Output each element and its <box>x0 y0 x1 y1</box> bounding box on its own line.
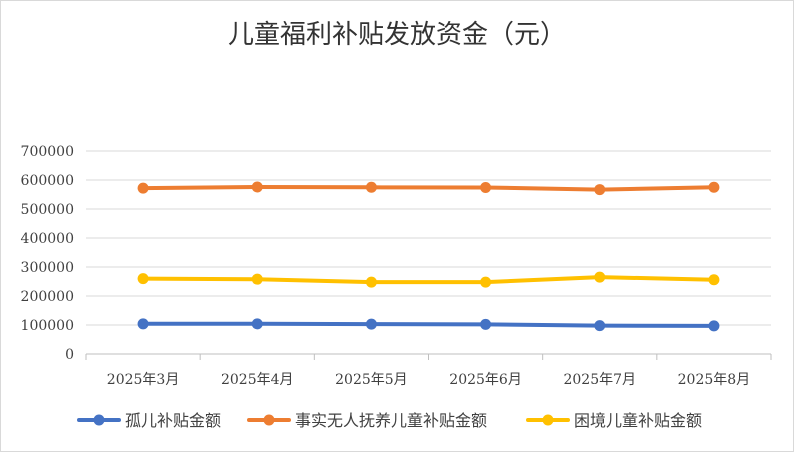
data-point <box>137 182 149 194</box>
data-point <box>594 271 606 283</box>
y-tick-label: 100000 <box>21 318 74 334</box>
x-tick-label: 2025年8月 <box>678 372 751 388</box>
x-tick-label: 2025年4月 <box>221 372 294 388</box>
legend-swatch-marker <box>542 414 554 426</box>
x-tick-label: 2025年6月 <box>449 372 522 388</box>
data-point <box>708 274 720 286</box>
series-line <box>141 275 716 285</box>
series-2 <box>137 181 720 196</box>
y-tick-label: 200000 <box>21 289 74 305</box>
data-point <box>365 318 377 330</box>
legend-swatch-marker <box>263 414 275 426</box>
legend-swatch-marker <box>93 414 105 426</box>
data-point <box>480 182 492 194</box>
y-axis-ticks: 0 100000 200000 300000 400000 500000 600000 700… <box>21 144 74 363</box>
series-lines <box>137 181 720 332</box>
legend-item: 孤儿补贴金额 <box>77 411 221 430</box>
y-tick-label: 500000 <box>21 202 74 218</box>
data-point <box>251 181 263 193</box>
series-1 <box>137 318 720 332</box>
legend-item: 困境儿童补贴金额 <box>526 411 702 430</box>
x-tick-label: 2025年5月 <box>335 372 408 388</box>
data-point <box>365 276 377 288</box>
data-point <box>251 273 263 285</box>
gridlines <box>86 150 771 326</box>
series-3 <box>137 271 720 288</box>
data-point <box>708 181 720 193</box>
x-tick-label: 2025年3月 <box>107 372 180 388</box>
series-line <box>141 321 716 328</box>
y-tick-label: 300000 <box>21 260 74 276</box>
y-tick-label: 400000 <box>21 231 74 247</box>
x-axis-ticks: 2025年3月 2025年4月 2025年5月 2025年6月 2025年7月 2025年… <box>107 372 750 388</box>
y-tick-label: 700000 <box>21 144 74 160</box>
chart-title: 儿童福利补贴发放资金（元） <box>228 20 566 50</box>
y-tick-label: 0 <box>65 347 74 363</box>
legend: 孤儿补贴金额 事实无人抚养儿童补贴金额 困境儿童补贴金额 <box>77 411 702 430</box>
legend-item: 事实无人抚养儿童补贴金额 <box>247 411 487 430</box>
legend-label: 困境儿童补贴金额 <box>574 411 702 430</box>
x-axis <box>85 353 772 360</box>
data-point <box>594 320 606 332</box>
data-point <box>480 276 492 288</box>
data-point <box>594 184 606 196</box>
data-point <box>365 181 377 193</box>
series-line <box>141 185 716 192</box>
legend-label: 事实无人抚养儿童补贴金额 <box>295 411 487 430</box>
data-point <box>251 318 263 330</box>
data-point <box>137 273 149 285</box>
legend-label: 孤儿补贴金额 <box>125 411 221 430</box>
data-point <box>708 320 720 332</box>
data-point <box>480 318 492 330</box>
y-tick-label: 600000 <box>21 173 74 189</box>
data-point <box>137 318 149 330</box>
x-tick-label: 2025年7月 <box>563 372 636 388</box>
